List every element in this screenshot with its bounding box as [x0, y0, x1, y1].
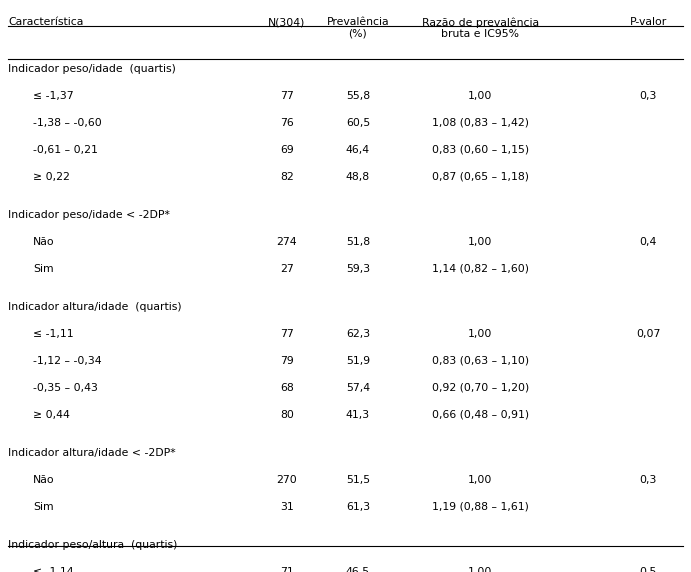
- Text: 46,5: 46,5: [346, 567, 370, 572]
- Text: 79: 79: [280, 356, 294, 366]
- Text: 0,83 (0,60 – 1,15): 0,83 (0,60 – 1,15): [432, 145, 529, 154]
- Text: 68: 68: [280, 383, 294, 392]
- Text: Prevalência
(%): Prevalência (%): [327, 17, 389, 39]
- Text: Indicador altura/idade  (quartis): Indicador altura/idade (quartis): [8, 302, 182, 312]
- Text: 0,07: 0,07: [636, 329, 661, 339]
- Text: Indicador peso/idade < -2DP*: Indicador peso/idade < -2DP*: [8, 210, 170, 220]
- Text: 62,3: 62,3: [346, 329, 370, 339]
- Text: Não: Não: [33, 237, 55, 247]
- Text: 1,00: 1,00: [468, 237, 493, 247]
- Text: 46,4: 46,4: [346, 145, 370, 154]
- Text: -1,38 – -0,60: -1,38 – -0,60: [33, 118, 102, 128]
- Text: 1,00: 1,00: [468, 91, 493, 101]
- Text: P-valor: P-valor: [630, 17, 667, 27]
- Text: 1,00: 1,00: [468, 567, 493, 572]
- Text: 0,4: 0,4: [639, 237, 657, 247]
- Text: 0,3: 0,3: [639, 91, 657, 101]
- Text: Indicador peso/idade  (quartis): Indicador peso/idade (quartis): [8, 64, 176, 74]
- Text: 1,08 (0,83 – 1,42): 1,08 (0,83 – 1,42): [432, 118, 529, 128]
- Text: 55,8: 55,8: [346, 91, 370, 101]
- Text: Razão de prevalência
bruta e IC95%: Razão de prevalência bruta e IC95%: [422, 17, 539, 39]
- Text: 0,3: 0,3: [639, 475, 657, 484]
- Text: 1,19 (0,88 – 1,61): 1,19 (0,88 – 1,61): [432, 502, 529, 511]
- Text: 69: 69: [280, 145, 294, 154]
- Text: 0,5: 0,5: [639, 567, 657, 572]
- Text: 31: 31: [280, 502, 294, 511]
- Text: Sim: Sim: [33, 502, 54, 511]
- Text: 76: 76: [280, 118, 294, 128]
- Text: 51,9: 51,9: [346, 356, 370, 366]
- Text: 0,87 (0,65 – 1,18): 0,87 (0,65 – 1,18): [432, 172, 529, 181]
- Text: 59,3: 59,3: [346, 264, 370, 273]
- Text: 0,83 (0,63 – 1,10): 0,83 (0,63 – 1,10): [432, 356, 529, 366]
- Text: 270: 270: [276, 475, 297, 484]
- Text: Característica: Característica: [8, 17, 84, 27]
- Text: Não: Não: [33, 475, 55, 484]
- Text: 1,00: 1,00: [468, 329, 493, 339]
- Text: 0,92 (0,70 – 1,20): 0,92 (0,70 – 1,20): [432, 383, 529, 392]
- Text: ≤ -1,11: ≤ -1,11: [33, 329, 74, 339]
- Text: ≥ 0,22: ≥ 0,22: [33, 172, 70, 181]
- Text: Sim: Sim: [33, 264, 54, 273]
- Text: 51,8: 51,8: [346, 237, 370, 247]
- Text: 80: 80: [280, 410, 294, 419]
- Text: 71: 71: [280, 567, 294, 572]
- Text: 77: 77: [280, 329, 294, 339]
- Text: 1,14 (0,82 – 1,60): 1,14 (0,82 – 1,60): [432, 264, 529, 273]
- Text: 27: 27: [280, 264, 294, 273]
- Text: Indicador altura/idade < -2DP*: Indicador altura/idade < -2DP*: [8, 448, 176, 458]
- Text: ≤ -1,14: ≤ -1,14: [33, 567, 74, 572]
- Text: 51,5: 51,5: [346, 475, 370, 484]
- Text: -0,35 – 0,43: -0,35 – 0,43: [33, 383, 98, 392]
- Text: 0,66 (0,48 – 0,91): 0,66 (0,48 – 0,91): [432, 410, 529, 419]
- Text: 82: 82: [280, 172, 294, 181]
- Text: 57,4: 57,4: [346, 383, 370, 392]
- Text: 60,5: 60,5: [346, 118, 370, 128]
- Text: 274: 274: [276, 237, 297, 247]
- Text: 61,3: 61,3: [346, 502, 370, 511]
- Text: 1,00: 1,00: [468, 475, 493, 484]
- Text: 41,3: 41,3: [346, 410, 370, 419]
- Text: -0,61 – 0,21: -0,61 – 0,21: [33, 145, 98, 154]
- Text: 48,8: 48,8: [346, 172, 370, 181]
- Text: ≤ -1,37: ≤ -1,37: [33, 91, 74, 101]
- Text: 77: 77: [280, 91, 294, 101]
- Text: N(304): N(304): [268, 17, 305, 27]
- Text: Indicador peso/altura  (quartis): Indicador peso/altura (quartis): [8, 540, 178, 550]
- Text: ≥ 0,44: ≥ 0,44: [33, 410, 70, 419]
- Text: -1,12 – -0,34: -1,12 – -0,34: [33, 356, 102, 366]
